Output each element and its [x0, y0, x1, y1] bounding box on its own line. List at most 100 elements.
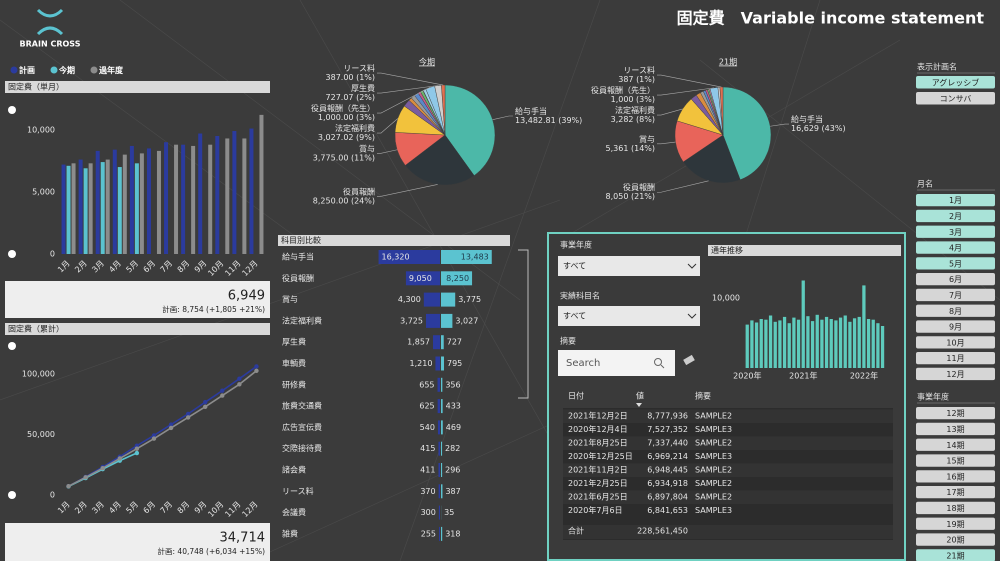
column-header: 日付 [568, 391, 584, 401]
eraser-icon[interactable] [683, 354, 695, 366]
kpi-sub: 計画: 40,748 (+6,034 +15%) [158, 546, 266, 556]
slicer-item[interactable] [916, 257, 995, 270]
point [83, 475, 88, 480]
slicer-item[interactable] [916, 352, 995, 365]
slicer-item[interactable] [916, 288, 995, 302]
slicer-item[interactable] [916, 304, 995, 317]
point [168, 422, 174, 427]
bar [862, 285, 866, 368]
row-label: 役員報酬 [282, 273, 314, 283]
x-tick-label: 2022年 [850, 371, 878, 381]
dropdown[interactable] [558, 306, 700, 326]
pie-label: 給与手当 [515, 106, 547, 116]
slicer-item[interactable] [916, 470, 995, 483]
x-tick-label: 2020年 [733, 371, 761, 381]
point [185, 411, 191, 417]
slicer-item[interactable] [916, 454, 995, 467]
row-label: リース料 [282, 486, 314, 496]
slicer-item[interactable] [916, 407, 995, 420]
bar [437, 377, 440, 392]
table-cell: 6,897,804 [647, 493, 688, 502]
slicer-item[interactable] [916, 486, 995, 499]
slicer-item[interactable] [916, 517, 995, 530]
bar [225, 138, 230, 254]
x-tick-label: 3月 [90, 259, 106, 275]
slicer-item[interactable] [916, 92, 995, 105]
slicer-item[interactable] [916, 320, 995, 333]
slider-handle[interactable] [8, 491, 16, 499]
point [168, 425, 174, 431]
dropdown[interactable] [558, 256, 700, 276]
dropdown-value: すべて [563, 312, 586, 321]
bar [441, 313, 453, 328]
pie-label: 賞与 [639, 134, 655, 144]
search-box[interactable] [558, 350, 675, 376]
slicer-item[interactable] [916, 438, 995, 451]
value-label: 415 [420, 444, 435, 453]
table-cell: SAMPLE3 [695, 506, 732, 515]
slicer-item[interactable] [916, 225, 995, 238]
slicer-item-label: 8月 [949, 307, 962, 316]
slider-handle[interactable] [8, 342, 16, 350]
bar [139, 153, 144, 254]
bar [156, 150, 161, 254]
value-label: 35 [444, 508, 454, 517]
table-cell: SAMPLE2 [695, 479, 732, 488]
bar [71, 163, 76, 254]
bar [105, 159, 110, 254]
x-tick-label: 6月 [142, 259, 158, 275]
pie-label: リース料 [343, 63, 375, 73]
pie-title: 今期 [419, 57, 435, 67]
slicer-item[interactable] [916, 194, 995, 207]
leader-line [377, 72, 444, 86]
table-cell: 2021年6月25日 [568, 492, 628, 502]
bar [843, 315, 847, 368]
pie-slice [404, 134, 475, 186]
filter-label: 事業年度 [560, 240, 592, 250]
table-cell: 2021年2月25日 [568, 478, 628, 488]
table-cell: 2021年8月25日 [568, 438, 628, 448]
slicer-item[interactable] [916, 549, 995, 561]
filter-label: 実績科目名 [560, 291, 600, 301]
point [151, 433, 157, 438]
bar [441, 420, 443, 435]
slicer-item[interactable] [916, 209, 995, 223]
slicer-item-label: 14期 [946, 441, 964, 450]
pie-label: リース料 [623, 65, 655, 75]
slicer-item[interactable] [916, 422, 995, 436]
kpi-card [5, 281, 270, 318]
bar [441, 292, 456, 307]
value-label: 318 [445, 529, 460, 538]
slicer-item-label: コンサバ [940, 94, 972, 103]
pie-slice [719, 86, 724, 136]
y-tick-label: 50,000 [27, 430, 55, 439]
bar [437, 399, 440, 414]
slicer-item[interactable] [916, 273, 995, 286]
total-value: 228,561,450 [637, 527, 688, 536]
value-label: 625 [419, 402, 434, 411]
slicer-item[interactable] [916, 501, 995, 515]
slider-handle[interactable] [8, 250, 16, 258]
panel-header [5, 81, 270, 93]
bar [441, 377, 443, 392]
pie-label: 給与手当 [791, 114, 823, 124]
table-cell: 7,337,440 [647, 439, 688, 448]
filter-label: 摘要 [560, 336, 576, 346]
search-icon [654, 358, 662, 366]
slicer-item[interactable] [916, 533, 995, 546]
bar [852, 318, 857, 368]
slider-handle[interactable] [8, 106, 16, 114]
slicer-item[interactable] [916, 76, 995, 89]
table-cell: 6,948,445 [647, 466, 688, 475]
value-label: 300 [421, 508, 436, 517]
kpi-value: 34,714 [220, 531, 266, 546]
slicer-item-label: 18期 [946, 504, 964, 513]
logo-mark [36, 8, 64, 36]
slicer-item[interactable] [916, 336, 995, 349]
slicer-item[interactable] [916, 367, 995, 381]
bar [438, 505, 440, 520]
bracket [518, 249, 529, 399]
slicer-item-label: 19期 [946, 520, 964, 529]
pie-value-label: 727.07 (2%) [326, 93, 375, 102]
slicer-item[interactable] [916, 241, 995, 254]
